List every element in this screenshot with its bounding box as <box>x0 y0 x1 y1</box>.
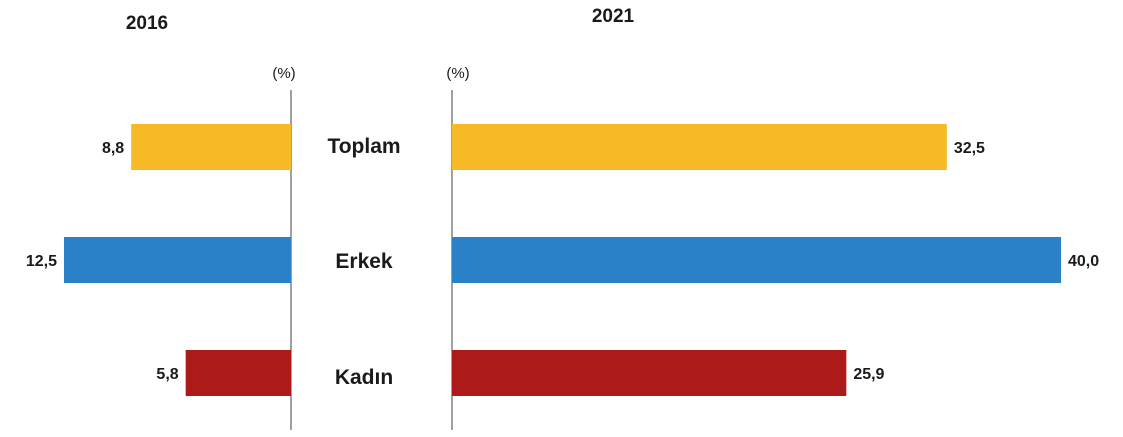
bar-2016-toplam <box>131 124 291 170</box>
unit-label-2016: (%) <box>272 65 295 82</box>
bar-2021-kadin <box>452 350 847 396</box>
value-label-2016-toplam: 8,8 <box>102 140 124 157</box>
value-label-2021-kadin: 25,9 <box>853 366 884 383</box>
value-label-2021-toplam: 32,5 <box>954 140 985 157</box>
value-label-2016-kadin: 5,8 <box>156 366 178 383</box>
category-label-erkek: Erkek <box>335 250 393 273</box>
unit-label-2021: (%) <box>446 65 469 82</box>
panel-title-2021: 2021 <box>592 6 635 27</box>
bar-2021-erkek <box>452 237 1061 283</box>
value-label-2016-erkek: 12,5 <box>26 253 57 270</box>
bar-2016-erkek <box>64 237 291 283</box>
bar-2016-kadin <box>185 350 291 396</box>
category-label-kadin: Kadın <box>335 366 393 389</box>
value-label-2021-erkek: 40,0 <box>1068 253 1099 270</box>
category-label-toplam: Toplam <box>327 135 400 158</box>
panel-title-2016: 2016 <box>126 13 168 34</box>
bar-2021-toplam <box>452 124 947 170</box>
